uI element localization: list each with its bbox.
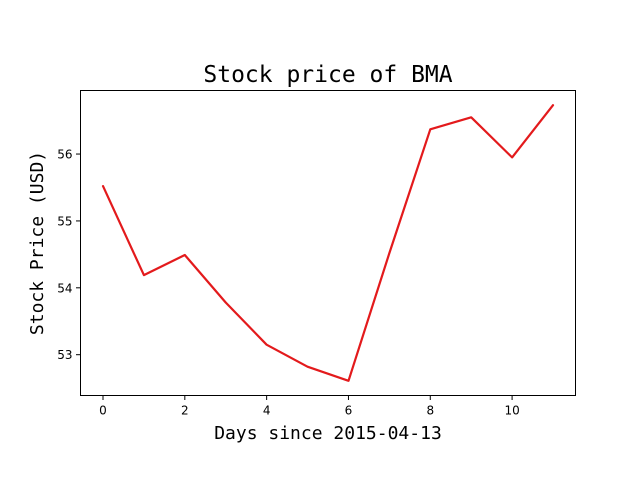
x-tick-label: 4 [263,404,271,418]
x-tick-label: 2 [181,404,189,418]
y-tick-label: 54 [57,281,72,295]
y-axis: 53 54 55 56 [57,148,81,362]
y-tick-label: 53 [57,348,72,362]
x-tick-label: 10 [504,404,519,418]
y-tick-label: 56 [57,148,72,162]
y-tick-label: 55 [57,214,72,228]
x-axis-label: Days since 2015-04-13 [214,423,442,444]
x-tick-label: 8 [426,404,434,418]
price-series-line [101,104,555,382]
x-axis: 0 2 4 6 8 10 [99,395,520,418]
x-tick-label: 6 [345,404,353,418]
series-layer [101,104,555,382]
y-axis-label: Stock Price (USD) [27,151,48,335]
chart-title: Stock price of BMA [203,62,452,88]
x-tick-label: 0 [99,404,107,418]
plot-area-frame [80,90,576,396]
